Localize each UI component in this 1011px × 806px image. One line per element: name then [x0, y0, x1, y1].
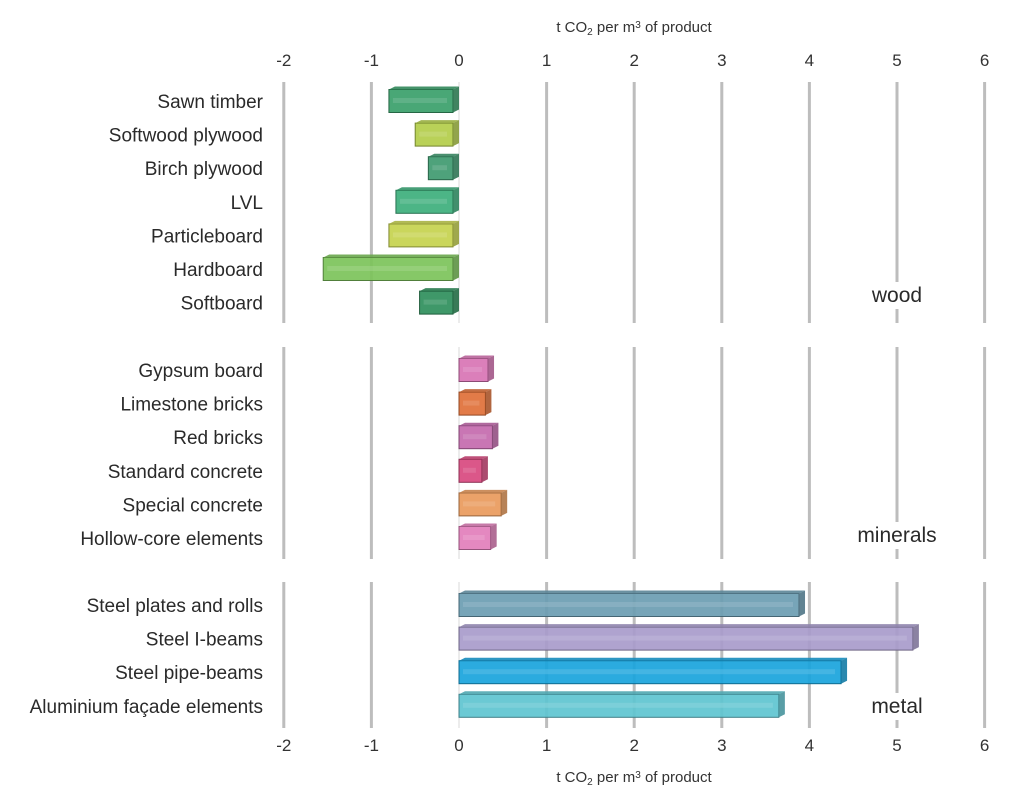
tick-label: -2 [276, 736, 291, 755]
tick-label: 5 [892, 51, 901, 70]
bar [458, 523, 497, 550]
tick-label: 2 [629, 736, 638, 755]
bar [427, 153, 459, 181]
bar [458, 389, 492, 416]
category-label: Steel pipe-beams [115, 663, 263, 684]
group-label: minerals [857, 524, 936, 547]
group-label: wood [871, 284, 922, 307]
top-axis-title: t CO2 per m3 of product [556, 19, 712, 38]
tick-label: -1 [364, 736, 379, 755]
category-label: Particleboard [151, 226, 263, 247]
group-label: metal [871, 695, 922, 718]
category-label: Hollow-core elements [80, 529, 263, 550]
category-label: Limestone bricks [120, 395, 263, 416]
category-label: Hardboard [173, 260, 263, 281]
bar [458, 691, 785, 718]
bar [458, 489, 508, 517]
group-label-background [866, 282, 927, 309]
bar [388, 86, 459, 113]
bottom-axis-ticks: -2 -1 0 1 2 3 4 5 6 [276, 736, 989, 755]
tick-label: 6 [980, 51, 989, 70]
category-label: Softboard [181, 294, 263, 315]
category-label: Special concrete [123, 495, 263, 516]
category-label: LVL [231, 193, 263, 214]
bar [419, 288, 459, 315]
tick-label: 1 [542, 736, 551, 755]
tick-label: 0 [454, 736, 463, 755]
category-label: Standard concrete [108, 462, 263, 483]
tick-label: 6 [980, 736, 989, 755]
category-label: Steel plates and rolls [87, 596, 263, 617]
bar [458, 355, 495, 382]
tick-label: 3 [717, 736, 726, 755]
group-label-background [853, 522, 941, 549]
tick-label: 2 [629, 51, 638, 70]
category-label: Steel I-beams [146, 630, 263, 651]
category-label: Aluminium façade elements [30, 697, 263, 718]
category-label: Sawn timber [157, 92, 263, 113]
bar [458, 456, 488, 483]
group-label-background [867, 693, 927, 720]
group-labels: wood minerals metal [853, 282, 941, 720]
tick-label: 0 [454, 51, 463, 70]
category-label: Gypsum board [138, 361, 263, 382]
category-labels: Sawn timber Softwood plywood Birch plywood… [30, 92, 264, 718]
tick-label: -1 [364, 51, 379, 70]
tick-label: 1 [542, 51, 551, 70]
bar [395, 187, 459, 214]
bar [458, 624, 919, 651]
category-label: Birch plywood [145, 159, 263, 180]
bar [458, 422, 499, 450]
tick-label: 4 [805, 736, 814, 755]
bar [458, 657, 848, 685]
top-axis-ticks: -2 -1 0 1 2 3 4 5 6 [276, 51, 989, 70]
bars [322, 86, 919, 718]
bar [458, 590, 806, 617]
tick-label: 4 [805, 51, 814, 70]
tick-label: 5 [892, 736, 901, 755]
category-label: Red bricks [173, 428, 263, 449]
tick-label: 3 [717, 51, 726, 70]
bar [388, 220, 459, 248]
bottom-axis-title: t CO2 per m3 of product [556, 769, 712, 788]
tick-label: -2 [276, 51, 291, 70]
bar [322, 254, 459, 281]
bar [414, 120, 459, 147]
category-label: Softwood plywood [109, 126, 263, 147]
